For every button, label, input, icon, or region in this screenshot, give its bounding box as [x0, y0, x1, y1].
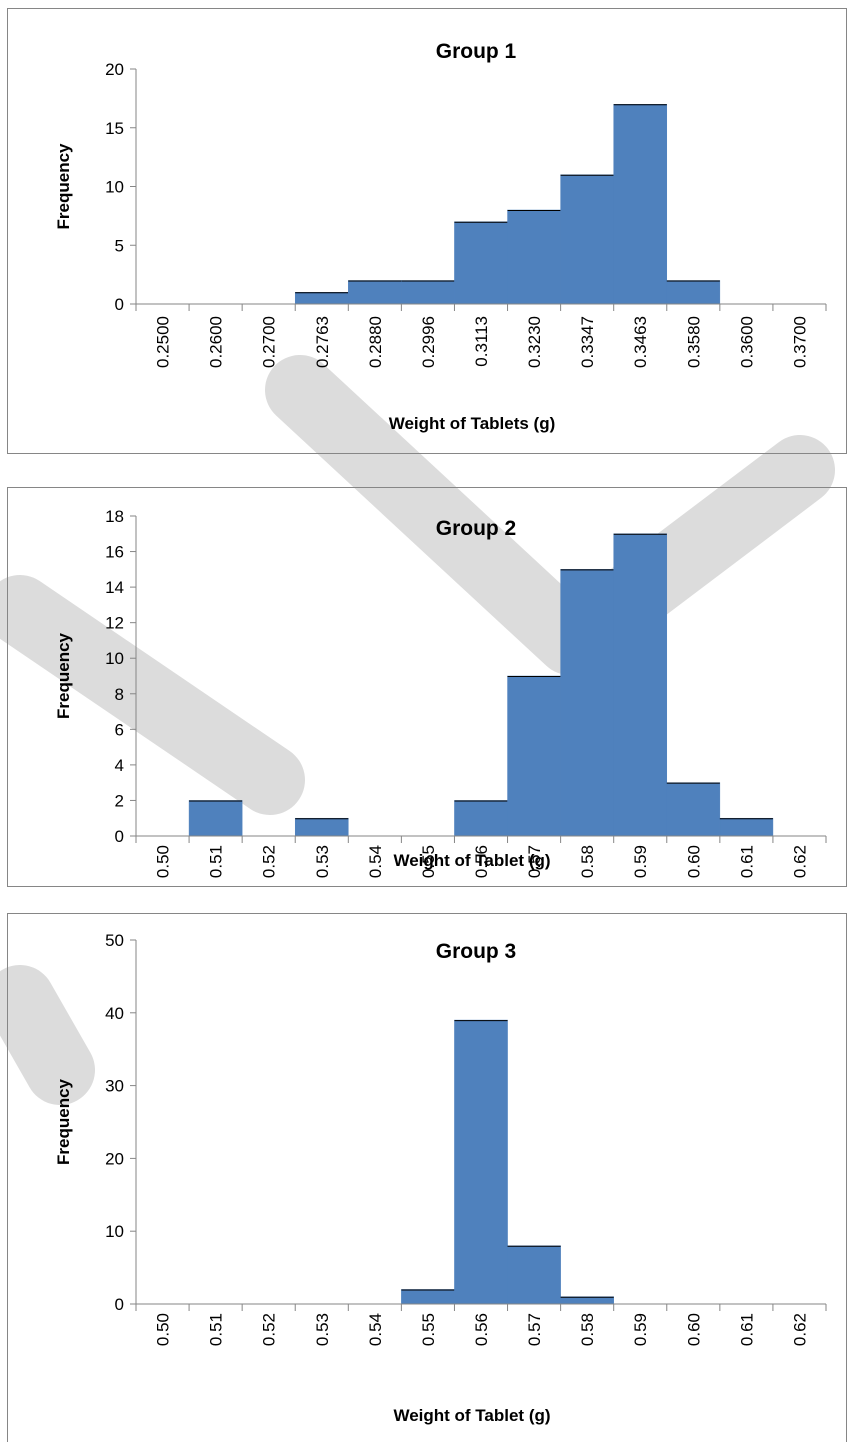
- x-tick-label: 0.53: [313, 845, 332, 878]
- y-tick-label: 14: [105, 578, 124, 597]
- x-tick-label: 0.62: [790, 845, 809, 878]
- x-tick-label: 0.58: [578, 845, 597, 878]
- x-tick-label: 0.56: [472, 1313, 491, 1346]
- x-tick-label: 0.3463: [631, 316, 650, 368]
- x-tick-label: 0.3580: [684, 316, 703, 368]
- y-tick-label: 15: [105, 119, 124, 138]
- y-tick-label: 4: [115, 756, 124, 775]
- chart-group-2: Group 2 0 2 4 6 8 10 12 14 16 18 0.50 0.51 0.52 0.53 0.…: [8, 488, 847, 887]
- x-tick-label: 0.54: [366, 1313, 385, 1346]
- y-axis-title: Frequency: [54, 632, 73, 719]
- x-tick-label: 0.2880: [366, 316, 385, 368]
- x-tick-label: 0.52: [260, 845, 279, 878]
- bar: [401, 1289, 454, 1304]
- x-tick-label: 0.61: [737, 1313, 756, 1346]
- x-tick-label: 0.50: [154, 845, 173, 878]
- x-tick-label: 0.62: [790, 1313, 809, 1346]
- y-tick-label: 40: [105, 1004, 124, 1023]
- bar: [454, 800, 507, 836]
- bar: [508, 676, 561, 836]
- bar: [561, 569, 614, 836]
- bar: [561, 1297, 614, 1304]
- x-axis-title: Weight of Tablet (g): [393, 851, 550, 870]
- chart-group-1: Group 1 0 5 10 15 20 0.2500 0.2600 0.2700 0.2763 0…: [8, 9, 847, 454]
- bar: [454, 1020, 507, 1304]
- y-tick-label: 6: [115, 720, 124, 739]
- y-tick-label: 20: [105, 1149, 124, 1168]
- bar: [508, 210, 561, 304]
- y-axis-title: Frequency: [54, 143, 73, 230]
- y-tick-label: 20: [105, 60, 124, 79]
- bar: [667, 281, 720, 305]
- y-tick-label: 0: [115, 1295, 124, 1314]
- bar: [295, 818, 348, 836]
- bar: [295, 292, 348, 304]
- x-axis-title: Weight of Tablet (g): [393, 1406, 550, 1425]
- chart-title: Group 3: [436, 940, 517, 963]
- x-tick-label: 0.60: [684, 845, 703, 878]
- y-tick-label: 2: [115, 791, 124, 810]
- x-tick-label: 0.55: [419, 1313, 438, 1346]
- x-tick-label: 0.3230: [525, 316, 544, 368]
- bar: [454, 222, 507, 304]
- y-tick-label: 12: [105, 614, 124, 633]
- y-tick-label: 0: [115, 295, 124, 314]
- y-tick-label: 10: [105, 1222, 124, 1241]
- bar: [348, 281, 401, 305]
- x-tick-label: 0.51: [207, 1313, 226, 1346]
- y-tick-label: 0: [115, 827, 124, 846]
- y-tick-label: 50: [105, 931, 124, 950]
- x-tick-label: 0.59: [631, 845, 650, 878]
- y-tick-label: 8: [115, 685, 124, 704]
- x-tick-label: 0.59: [631, 1313, 650, 1346]
- y-tick-label: 18: [105, 507, 124, 526]
- x-tick-label: 0.60: [684, 1313, 703, 1346]
- x-tick-label: 0.57: [525, 1313, 544, 1346]
- bar: [561, 175, 614, 304]
- x-tick-label: 0.2763: [313, 316, 332, 368]
- x-tick-label: 0.53: [313, 1313, 332, 1346]
- x-tick-label: 0.3347: [578, 316, 597, 368]
- x-tick-label: 0.61: [737, 845, 756, 878]
- y-tick-label: 10: [105, 178, 124, 197]
- y-axis-title: Frequency: [54, 1078, 73, 1165]
- y-tick-label: 16: [105, 543, 124, 562]
- chart-title: Group 1: [436, 40, 517, 63]
- x-tick-label: 0.2500: [154, 316, 173, 368]
- bar: [401, 281, 454, 305]
- y-tick-label: 10: [105, 649, 124, 668]
- chart-frame: [8, 9, 847, 454]
- x-axis-title: Weight of Tablets (g): [389, 414, 556, 433]
- x-tick-label: 0.51: [207, 845, 226, 878]
- x-tick-label: 0.58: [578, 1313, 597, 1346]
- bar: [614, 104, 667, 304]
- bar: [189, 800, 242, 836]
- x-tick-label: 0.3113: [472, 316, 491, 367]
- chart-group-3: Group 3 0 10 20 30 40 50 0.50 0.51 0.52 0.53 0.54 0.…: [8, 914, 847, 1442]
- y-tick-label: 5: [115, 236, 124, 255]
- x-tick-label: 0.3600: [737, 316, 756, 368]
- bar: [614, 534, 667, 836]
- bar: [508, 1246, 561, 1304]
- x-tick-label: 0.50: [154, 1313, 173, 1346]
- y-tick-label: 30: [105, 1077, 124, 1096]
- x-tick-label: 0.3700: [790, 316, 809, 368]
- chart-title: Group 2: [436, 517, 517, 540]
- x-tick-label: 0.2600: [207, 316, 226, 368]
- x-tick-label: 0.2996: [419, 316, 438, 368]
- x-tick-label: 0.52: [260, 1313, 279, 1346]
- bar: [667, 783, 720, 836]
- x-tick-label: 0.54: [366, 845, 385, 878]
- bar: [720, 818, 773, 836]
- chart-frame: [8, 914, 847, 1442]
- x-tick-label: 0.2700: [260, 316, 279, 368]
